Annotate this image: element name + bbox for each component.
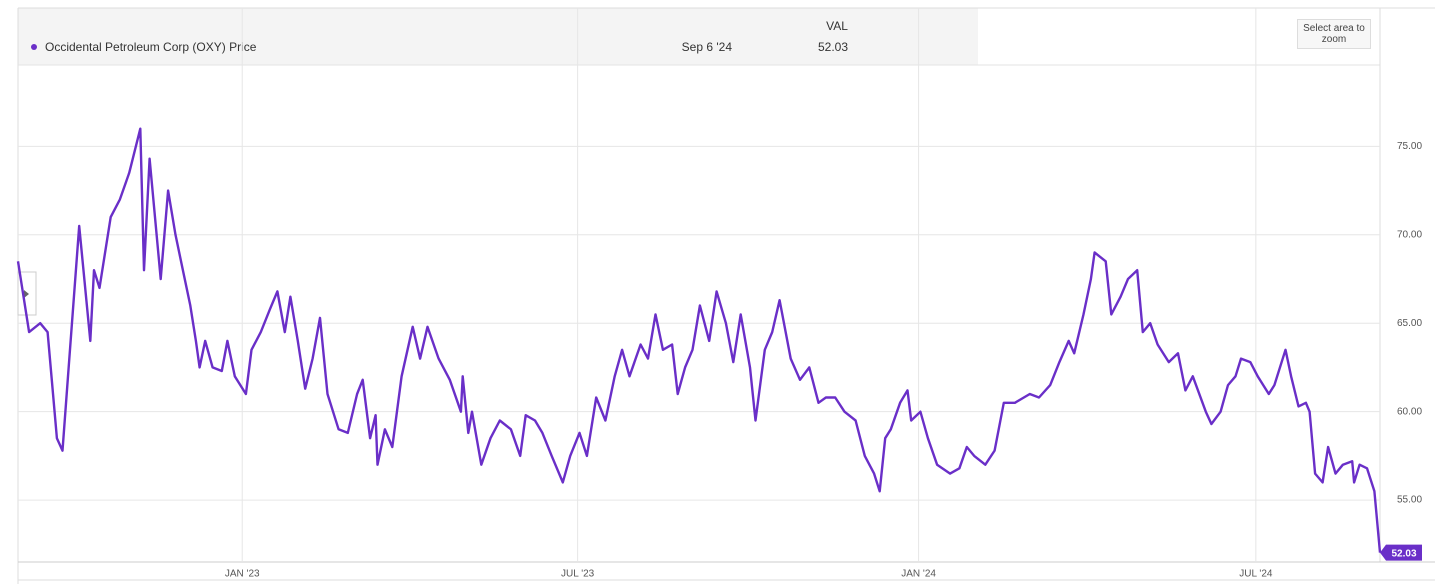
header-label: VAL xyxy=(826,19,848,33)
legend-dot xyxy=(31,44,37,50)
y-tick-label: 75.00 xyxy=(1397,141,1422,152)
header-bg xyxy=(18,8,978,65)
zoom-button[interactable]: Select area to zoom xyxy=(1297,19,1371,49)
x-tick-label: JAN '23 xyxy=(225,569,260,580)
y-tick-label: 65.00 xyxy=(1397,318,1422,329)
y-tick-label: 55.00 xyxy=(1397,495,1422,506)
x-tick-label: JUL '24 xyxy=(1239,569,1273,580)
header-value: 52.03 xyxy=(818,40,848,54)
legend-label: Occidental Petroleum Corp (OXY) Price xyxy=(45,40,257,54)
x-tick-label: JAN '24 xyxy=(901,569,936,580)
last-value-label: 52.03 xyxy=(1391,548,1416,559)
y-tick-label: 70.00 xyxy=(1397,229,1422,240)
y-tick-label: 60.00 xyxy=(1397,406,1422,417)
x-tick-label: JUL '23 xyxy=(561,569,595,580)
header-date: Sep 6 '24 xyxy=(682,40,733,54)
last-value-badge xyxy=(1380,544,1422,561)
price-line xyxy=(16,127,1382,553)
side-tab-arrow xyxy=(24,290,29,298)
